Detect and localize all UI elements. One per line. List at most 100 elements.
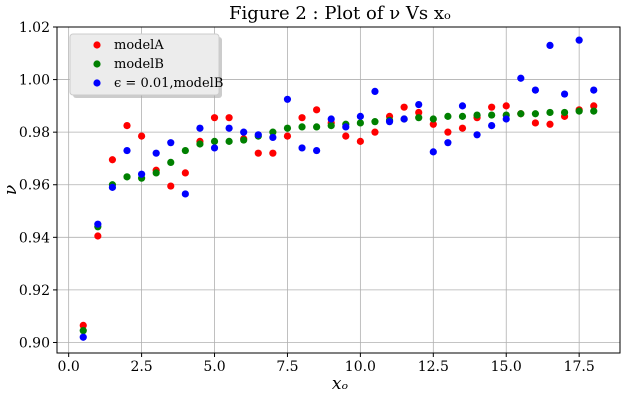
data-point: [342, 132, 350, 140]
y-tick-label: 0.96: [19, 178, 50, 194]
data-point: [429, 120, 437, 128]
data-point: [415, 100, 423, 109]
data-point: [123, 173, 131, 181]
data-point: [342, 123, 350, 131]
x-tick-label: 10.0: [345, 359, 376, 375]
series-3: [79, 36, 598, 341]
data-point: [371, 128, 379, 136]
legend-marker: [93, 41, 101, 49]
data-point: [371, 118, 379, 126]
data-point: [254, 149, 262, 157]
data-point: [225, 124, 233, 132]
data-point: [560, 108, 569, 117]
data-point: [313, 123, 321, 131]
data-point: [108, 183, 117, 191]
data-point: [327, 115, 335, 123]
data-point: [240, 128, 248, 136]
data-point: [444, 139, 452, 147]
legend-marker: [93, 60, 101, 68]
data-point: [546, 41, 554, 50]
data-point: [371, 87, 379, 96]
data-point: [167, 158, 175, 166]
data-point: [167, 139, 175, 147]
data-point: [560, 90, 569, 98]
data-point: [517, 74, 525, 82]
data-point: [79, 333, 87, 341]
data-point: [590, 107, 598, 115]
data-point: [152, 169, 160, 177]
data-point: [313, 106, 321, 114]
data-point: [458, 112, 467, 120]
data-point: [225, 137, 233, 145]
data-point: [531, 86, 540, 94]
data-point: [531, 110, 540, 118]
plot-frame: [56, 26, 621, 354]
y-axis-label: ν: [1, 185, 21, 195]
x-tick-label: 15.0: [491, 359, 522, 375]
x-tick-label: 7.5: [276, 359, 298, 375]
data-point: [298, 123, 306, 131]
data-point: [240, 136, 248, 144]
data-point: [356, 112, 364, 120]
data-point: [79, 321, 87, 329]
legend-marker: [93, 79, 101, 87]
legend-label: modelA: [114, 38, 164, 53]
y-tick-label: 1.02: [19, 20, 50, 36]
data-point: [590, 102, 598, 110]
data-point: [415, 108, 423, 117]
data-point: [400, 115, 408, 123]
data-point: [196, 124, 204, 132]
data-point: [181, 146, 189, 155]
series-2: [79, 107, 598, 335]
data-point: [502, 102, 510, 110]
data-point: [94, 232, 102, 240]
data-point: [298, 144, 306, 152]
data-point: [385, 118, 394, 126]
data-point: [444, 112, 452, 120]
data-point: [137, 132, 146, 140]
data-point: [137, 170, 146, 178]
data-point: [429, 148, 437, 156]
y-tick-label: 0.92: [19, 283, 50, 299]
data-point: [210, 114, 219, 122]
data-point: [79, 327, 87, 335]
legend-box: [69, 33, 220, 96]
data-point: [517, 110, 525, 118]
data-point: [488, 111, 496, 119]
legend-label: modelB: [114, 57, 164, 72]
data-point: [415, 114, 423, 122]
y-tick-label: 0.90: [19, 335, 50, 351]
x-tick-label: 5.0: [203, 359, 225, 375]
data-point: [575, 36, 583, 44]
data-point: [152, 149, 160, 157]
data-point: [546, 120, 554, 128]
data-point: [356, 137, 364, 145]
data-point: [327, 121, 335, 130]
data-point: [546, 108, 554, 117]
data-point: [108, 156, 117, 164]
axis-ticks: 0.0 2.5 5.0 7.5 10.0 12.5 15.0 17.5 0.90 0.92 0.94…: [19, 20, 595, 375]
data-point: [196, 140, 204, 148]
data-point: [473, 111, 481, 119]
x-tick-label: 2.5: [130, 359, 152, 375]
data-point: [225, 114, 233, 122]
data-point: [458, 102, 467, 110]
data-point: [181, 169, 189, 177]
data-point: [429, 115, 437, 123]
data-point: [283, 132, 292, 140]
y-tick-label: 1.00: [19, 73, 50, 89]
data-point: [400, 103, 408, 111]
y-tick-label: 0.94: [19, 230, 50, 246]
data-point: [123, 146, 131, 155]
data-point: [313, 146, 321, 155]
data-point: [356, 119, 364, 127]
x-tick-label: 0.0: [58, 359, 80, 375]
legend-label: ϵ = 0.01,modelB: [114, 76, 223, 91]
data-point: [283, 95, 292, 103]
data-point: [444, 128, 452, 136]
data-point: [488, 103, 496, 111]
data-point: [458, 124, 467, 132]
x-tick-label: 17.5: [564, 359, 595, 375]
x-axis-label: xₒ: [332, 374, 349, 394]
